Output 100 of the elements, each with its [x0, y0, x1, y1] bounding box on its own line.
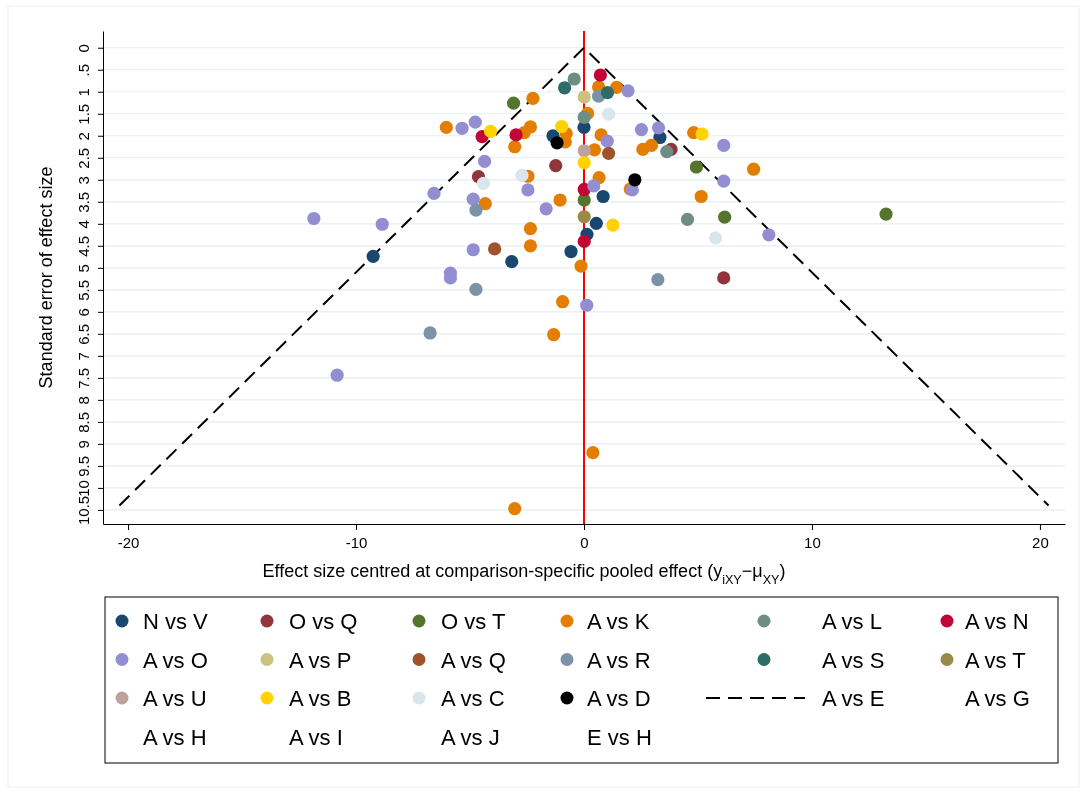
point: [555, 119, 569, 134]
x-tick-label: 10: [804, 534, 821, 551]
y-tick-label: 5: [75, 264, 92, 273]
point: [680, 212, 695, 226]
y-tick-label: 2: [75, 132, 92, 141]
text: A vs G: [965, 686, 1030, 711]
point: [521, 183, 535, 197]
point: [523, 239, 538, 253]
legend-label: A vs O: [143, 647, 208, 673]
y-tick-label: 4: [75, 220, 92, 229]
legend-label: A vs N: [965, 609, 1029, 634]
point: [580, 298, 594, 312]
legend-label: A vs R: [587, 647, 651, 673]
x-tick-label: 20: [1032, 534, 1049, 551]
point: [708, 231, 723, 245]
legend-label: O vs T: [441, 609, 506, 634]
point: [747, 162, 761, 176]
point: [423, 326, 437, 340]
legend-label: A vs P: [289, 647, 352, 673]
point: [549, 159, 563, 173]
point: [600, 86, 615, 100]
point: [602, 107, 616, 121]
point: [375, 217, 389, 231]
point: [307, 211, 321, 226]
legend-label: A vs S: [822, 647, 885, 673]
legend-label: A vs D: [587, 686, 651, 711]
point: [621, 84, 635, 98]
point: [366, 249, 380, 263]
point: [879, 207, 893, 221]
point: [651, 273, 665, 287]
y-tick-label: 7.5: [75, 367, 92, 389]
point: [526, 91, 540, 105]
x-axis-title: Effect size centred at comparison-specific pooled effect (y$_{iXY}$−μ$_{XY}$): [262, 561, 786, 587]
point: [628, 173, 642, 187]
point: [644, 138, 659, 153]
point: [515, 168, 529, 182]
y-tick-label: 6.5: [75, 323, 92, 345]
point: [455, 121, 469, 135]
point: [717, 271, 731, 285]
y-tick-label: 4.5: [75, 235, 92, 257]
text: E vs H: [587, 724, 652, 750]
point: [483, 124, 498, 138]
point: [547, 328, 561, 342]
point: [577, 144, 591, 158]
point: [567, 72, 581, 86]
y-tick-label: 9: [75, 440, 92, 449]
point: [505, 255, 519, 269]
y-tick-label: 7: [75, 352, 92, 361]
point: [651, 121, 666, 135]
y-tick-label: .5: [75, 63, 92, 77]
y-tick-label: 8: [75, 396, 92, 405]
point: [634, 123, 649, 137]
point: [466, 192, 480, 206]
y-tick-label: 1: [75, 88, 92, 97]
point: [577, 90, 591, 104]
point: [717, 174, 731, 188]
point: [478, 196, 492, 211]
text: A vs I: [289, 724, 343, 750]
point: [600, 134, 614, 148]
point: [574, 259, 588, 273]
point: [586, 446, 600, 460]
point: [469, 282, 483, 296]
point: [539, 202, 553, 216]
point: [602, 146, 616, 160]
x-tick-label: 0: [580, 534, 589, 551]
point: [577, 210, 591, 224]
y-tick-label: 2.5: [75, 147, 92, 169]
point: [762, 228, 776, 242]
point: [466, 243, 480, 257]
point: [577, 156, 591, 170]
point: [469, 203, 483, 217]
point: [476, 176, 491, 190]
text: A vs H: [143, 724, 207, 750]
point: [593, 68, 608, 82]
point: [506, 96, 521, 110]
legend-label: A vs Q: [441, 647, 506, 673]
point: [558, 81, 572, 95]
y-tick-label: 1.5: [75, 103, 92, 125]
point: [508, 140, 522, 154]
y-axis-title: Standard error of effect size: [36, 166, 56, 389]
point: [606, 218, 620, 232]
x-tick-label: -10: [345, 534, 368, 551]
y-tick-label: 8.5: [75, 411, 92, 433]
point: [550, 136, 564, 150]
text: A vs J: [441, 724, 500, 750]
y-tick-label: 3: [75, 176, 92, 185]
legend-label: A vs K: [587, 609, 650, 634]
point: [488, 242, 502, 256]
point: [589, 216, 603, 230]
legend-label: O vs Q: [289, 609, 358, 634]
legend-label: A vs T: [965, 647, 1026, 673]
y-tick-label: 5.5: [75, 279, 92, 301]
legend-label: A vs B: [289, 686, 352, 711]
point: [596, 189, 610, 204]
point: [695, 127, 709, 141]
point: [717, 138, 731, 153]
legend-label: A vs L: [822, 609, 882, 634]
point: [564, 244, 578, 259]
point: [439, 120, 453, 134]
y-tick-label: 6: [75, 308, 92, 317]
